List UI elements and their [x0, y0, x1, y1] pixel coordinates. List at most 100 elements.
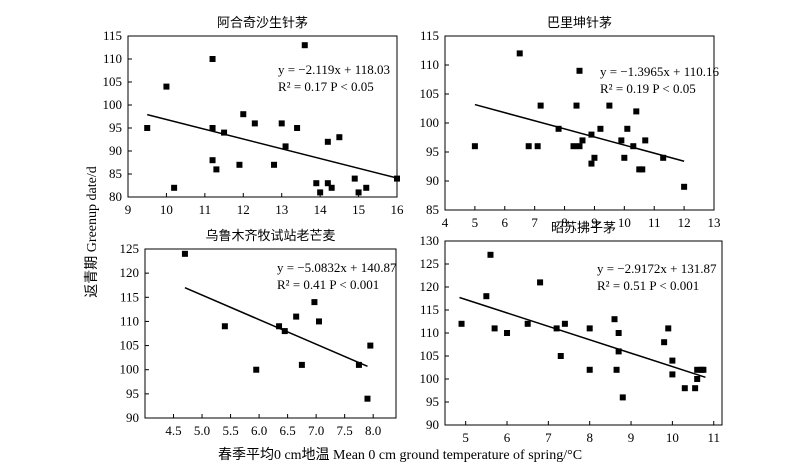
- data-point: [681, 385, 688, 392]
- data-point: [209, 56, 216, 62]
- x-tick-label: 8.0: [365, 423, 381, 438]
- data-point: [613, 366, 620, 373]
- x-tick-label: 7: [531, 215, 538, 230]
- y-tick-label: 120: [420, 279, 440, 294]
- data-point: [642, 137, 649, 144]
- data-point: [298, 361, 305, 368]
- data-point: [293, 313, 300, 320]
- x-tick-label: 14: [314, 202, 328, 217]
- x-tick-label: 13: [708, 215, 721, 230]
- plot-frame: [444, 35, 715, 211]
- data-point: [586, 325, 593, 332]
- data-point: [491, 325, 498, 332]
- regression-stats: R² = 0.51 P < 0.001: [597, 278, 699, 293]
- data-point: [163, 83, 170, 90]
- x-tick-label: 11: [707, 430, 720, 445]
- y-tick-label: 95: [426, 144, 439, 159]
- data-point: [328, 184, 335, 191]
- x-tick-label: 9: [591, 215, 598, 230]
- x-tick-label: 9: [628, 430, 635, 445]
- y-tick-label: 110: [103, 51, 122, 66]
- data-point: [282, 143, 289, 150]
- y-tick-label: 125: [120, 241, 140, 256]
- data-point: [665, 325, 672, 332]
- panel-2: 巴里坤针茅 4 5 6 7 8 9 10 11 12 13 85 90 95 100 105 110 115 y =…: [420, 16, 721, 230]
- y-tick-label: 105: [420, 348, 440, 363]
- data-point: [524, 320, 531, 327]
- data-point: [619, 394, 626, 401]
- y-tick-label: 100: [120, 362, 140, 377]
- data-point: [557, 353, 564, 359]
- y-tick-label: 100: [420, 115, 440, 130]
- data-point: [221, 129, 228, 136]
- x-tick-label: 16: [391, 202, 405, 217]
- data-point: [553, 325, 560, 332]
- data-point: [355, 361, 362, 368]
- data-point: [692, 385, 699, 392]
- data-point: [351, 175, 358, 182]
- x-tick-label: 11: [648, 215, 661, 230]
- regression-equation: y = −5.0832x + 140.87: [277, 260, 397, 275]
- x-tick-label: 7.5: [337, 423, 353, 438]
- y-tick-label: 105: [103, 74, 123, 89]
- y-tick-label: 110: [420, 325, 439, 340]
- data-point: [311, 299, 318, 306]
- data-point: [534, 143, 541, 150]
- panel-3: 乌鲁木齐牧试站老芒麦 4.5 5.0 5.5 6.0 6.5 7.0 7.5 8.0 90 95 10…: [120, 228, 397, 438]
- data-point: [700, 366, 707, 373]
- data-point: [639, 166, 646, 173]
- panel-4: 昭苏拂子茅 5 6 7 8 9 10 11 90 95 100 105 110 115 120 125 130 y…: [420, 220, 723, 445]
- x-tick-label: 6.0: [251, 423, 267, 438]
- data-point: [144, 125, 151, 131]
- plot-frame: [127, 35, 398, 198]
- data-point: [458, 320, 465, 327]
- panel-title: 乌鲁木齐牧试站老芒麦: [205, 228, 335, 244]
- regression-equation: y = −2.9172x + 131.87: [597, 261, 717, 276]
- regression-line: [474, 103, 685, 162]
- data-point: [630, 143, 637, 150]
- data-point: [588, 160, 595, 167]
- y-tick-label: 95: [126, 386, 139, 401]
- data-point: [694, 366, 701, 373]
- data-point: [669, 371, 676, 378]
- y-tick-label: 90: [126, 410, 139, 425]
- y-tick-label: 100: [420, 371, 440, 386]
- data-point: [271, 161, 278, 168]
- x-tick-label: 12: [237, 202, 250, 217]
- data-point: [181, 250, 188, 257]
- data-point: [251, 120, 258, 127]
- y-axis-label: 返青期 Greenup date/d: [84, 166, 100, 297]
- y-tick-label: 85: [109, 166, 122, 181]
- data-point: [221, 323, 228, 330]
- panel-title: 巴里坤针茅: [547, 16, 612, 31]
- regression-equation: y = −1.3965x + 110.16: [600, 64, 720, 79]
- data-point: [579, 137, 586, 144]
- y-tick-label: 115: [420, 28, 439, 43]
- y-tick-label: 130: [420, 233, 440, 248]
- data-point: [209, 157, 216, 164]
- x-tick-label: 11: [199, 202, 212, 217]
- x-tick-label: 5.5: [222, 423, 238, 438]
- data-point: [324, 180, 331, 187]
- x-tick-label: 8: [561, 215, 568, 230]
- data-point: [276, 323, 283, 330]
- data-point: [576, 143, 583, 150]
- data-point: [615, 348, 622, 355]
- y-tick-label: 90: [426, 173, 439, 188]
- x-tick-label: 10: [160, 202, 173, 217]
- x-tick-label: 6.5: [279, 423, 295, 438]
- x-tick-label: 5.0: [194, 423, 210, 438]
- plot-frame: [144, 248, 397, 419]
- data-point: [209, 125, 216, 131]
- data-point: [624, 125, 631, 132]
- data-point: [504, 330, 511, 336]
- data-point: [236, 161, 243, 168]
- y-tick-label: 100: [103, 97, 123, 112]
- data-point: [313, 180, 320, 187]
- y-tick-label: 105: [120, 338, 140, 353]
- x-tick-label: 5: [472, 215, 479, 230]
- data-point: [364, 395, 371, 402]
- regression-stats: R² = 0.41 P < 0.001: [277, 277, 379, 292]
- x-tick-label: 4: [442, 215, 449, 230]
